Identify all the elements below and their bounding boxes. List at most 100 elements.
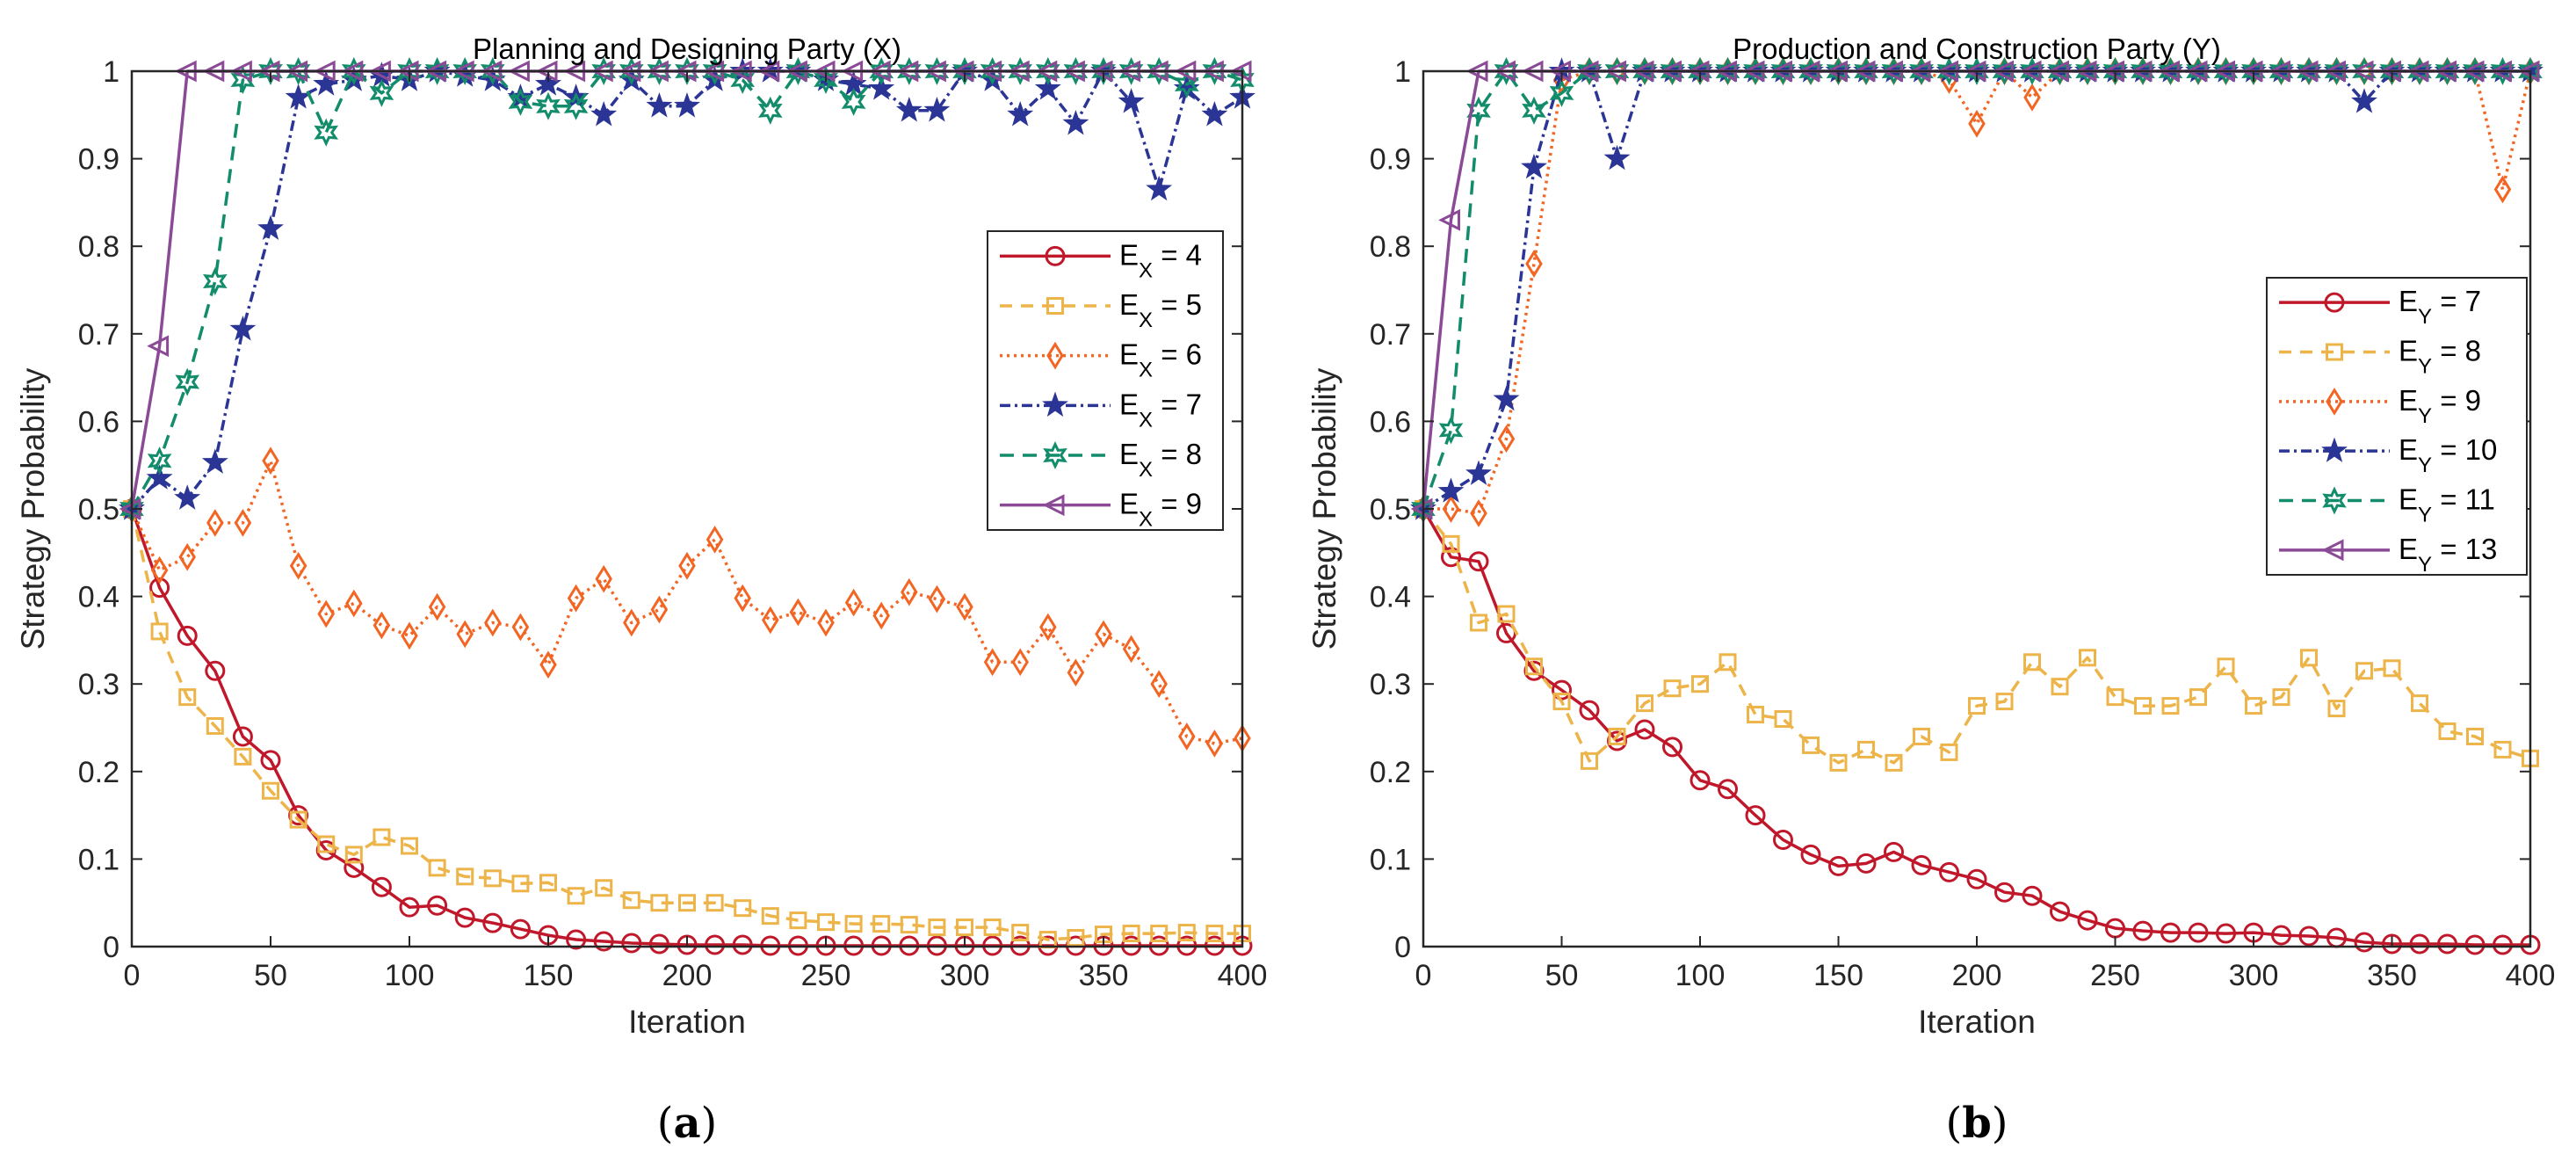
data-point-hexagram bbox=[2102, 56, 2128, 86]
data-point-diamond bbox=[789, 598, 807, 627]
legend-item: EY = 7 bbox=[2279, 285, 2481, 329]
chart-panel-b: 0 50 100 150 200 250 300 350 400 0 0.1 0.2 0.3 0.4 0.5… bbox=[1306, 33, 2555, 1040]
data-point-diamond bbox=[1205, 730, 1224, 758]
legend-marker-hexagram bbox=[1043, 440, 1067, 470]
data-point-square bbox=[1663, 679, 1682, 698]
data-point-square bbox=[344, 846, 363, 864]
data-point-circle bbox=[2298, 926, 2319, 947]
y-tick-label: 0.5 bbox=[1370, 493, 1411, 526]
legend-label-value: = 11 bbox=[2432, 483, 2495, 516]
data-point-diamond bbox=[762, 606, 779, 635]
legend-label: EY = 11 bbox=[2399, 483, 2495, 527]
data-point-hexagram bbox=[2186, 56, 2211, 86]
y-tick-label: 0.6 bbox=[1370, 405, 1411, 439]
data-point-square bbox=[761, 907, 779, 926]
data-point-square bbox=[2300, 649, 2318, 667]
legend-label-base: E bbox=[2399, 533, 2418, 565]
data-point-star bbox=[174, 484, 201, 510]
data-point-hexagram bbox=[397, 56, 422, 86]
data-point-hexagram bbox=[1008, 56, 1033, 86]
data-point-diamond bbox=[623, 608, 640, 637]
data-point-hexagram bbox=[1174, 69, 1199, 98]
data-point-square bbox=[1774, 710, 1792, 729]
data-point-hexagram bbox=[814, 66, 838, 95]
data-point-square bbox=[1525, 657, 1543, 676]
legend-label-base: E bbox=[1119, 388, 1139, 420]
legend-label: EX = 7 bbox=[1119, 388, 1202, 432]
legend-label-value: = 7 bbox=[2432, 285, 2481, 317]
x-tick-label: 300 bbox=[2229, 959, 2279, 992]
series-e-x-6 bbox=[123, 446, 1251, 758]
data-point-triangle-left bbox=[147, 335, 170, 358]
data-point-circle bbox=[2188, 922, 2209, 943]
data-point-square bbox=[2493, 740, 2512, 759]
data-point-hexagram bbox=[980, 56, 1005, 86]
data-point-hexagram bbox=[1854, 56, 1878, 86]
legend-marker-triangle-left bbox=[2321, 539, 2344, 562]
data-point-circle bbox=[2271, 925, 2291, 946]
data-point-hexagram bbox=[424, 56, 450, 86]
data-point-hexagram bbox=[1798, 56, 1823, 86]
data-point-hexagram bbox=[1494, 56, 1519, 86]
data-point-square bbox=[900, 916, 918, 934]
data-point-square bbox=[2161, 697, 2180, 715]
data-point-hexagram bbox=[647, 56, 672, 86]
data-point-hexagram bbox=[1202, 56, 1227, 86]
data-point-hexagram bbox=[563, 91, 589, 120]
data-point-hexagram bbox=[2463, 56, 2487, 86]
data-point-circle bbox=[732, 934, 753, 955]
data-point-square bbox=[1885, 753, 1903, 772]
data-point-square bbox=[1747, 706, 1764, 724]
data-point-circle bbox=[621, 933, 642, 954]
data-point-square bbox=[401, 837, 418, 855]
y-tick-label: 0 bbox=[1394, 931, 1411, 964]
data-point-hexagram bbox=[1965, 56, 1989, 86]
legend-item: EX = 7 bbox=[1000, 388, 1202, 432]
data-point-diamond bbox=[317, 599, 335, 628]
data-point-hexagram bbox=[314, 118, 339, 147]
data-point-hexagram bbox=[1118, 56, 1144, 86]
data-point-circle bbox=[1856, 853, 1877, 874]
data-point-circle bbox=[205, 660, 226, 681]
data-point-star bbox=[646, 92, 673, 118]
data-point-square bbox=[1608, 727, 1626, 745]
data-point-square bbox=[650, 894, 669, 912]
data-point-diamond bbox=[206, 509, 224, 537]
data-point-square bbox=[1497, 605, 1516, 623]
data-point-diamond bbox=[150, 555, 169, 584]
data-point-hexagram bbox=[2407, 56, 2432, 86]
data-point-circle bbox=[2050, 901, 2070, 922]
data-point-circle bbox=[1690, 770, 1711, 791]
data-point-star bbox=[1062, 110, 1089, 135]
data-point-square bbox=[844, 915, 863, 933]
data-point-circle bbox=[2077, 910, 2098, 931]
data-point-hexagram bbox=[147, 446, 172, 475]
data-point-star bbox=[1493, 385, 1520, 411]
data-point-square bbox=[1719, 653, 1737, 671]
legend-box bbox=[987, 230, 1224, 531]
data-point-hexagram bbox=[841, 87, 866, 116]
legend-item: EY = 11 bbox=[2279, 483, 2495, 527]
legend-label: EX = 6 bbox=[1119, 338, 1202, 382]
legend-marker-triangle-left bbox=[1042, 494, 1065, 517]
data-point-circle bbox=[1966, 868, 1987, 889]
data-point-square bbox=[1122, 925, 1140, 943]
data-point-diamond bbox=[456, 620, 474, 649]
y-tick-label: 0 bbox=[103, 931, 119, 964]
x-tick-label: 250 bbox=[2090, 959, 2140, 992]
legend: EX = 4EX = 5EX = 6EX = 7EX = 8EX = 9 bbox=[987, 230, 1224, 532]
data-point-square bbox=[2355, 662, 2373, 680]
data-point-square bbox=[511, 875, 530, 893]
data-point-square bbox=[956, 918, 973, 937]
legend-label: EY = 10 bbox=[2399, 433, 2497, 477]
data-point-square bbox=[2134, 697, 2152, 715]
data-point-diamond bbox=[1968, 109, 1986, 138]
data-point-hexagram bbox=[1147, 56, 1172, 86]
x-axis-label: Iteration bbox=[628, 1004, 746, 1040]
data-point-square bbox=[1011, 924, 1030, 942]
legend-label: EY = 13 bbox=[2399, 533, 2497, 577]
data-point-hexagram bbox=[2352, 56, 2377, 86]
data-point-square bbox=[1968, 697, 1986, 715]
data-point-hexagram bbox=[1466, 96, 1491, 125]
data-point-square bbox=[2106, 688, 2124, 707]
